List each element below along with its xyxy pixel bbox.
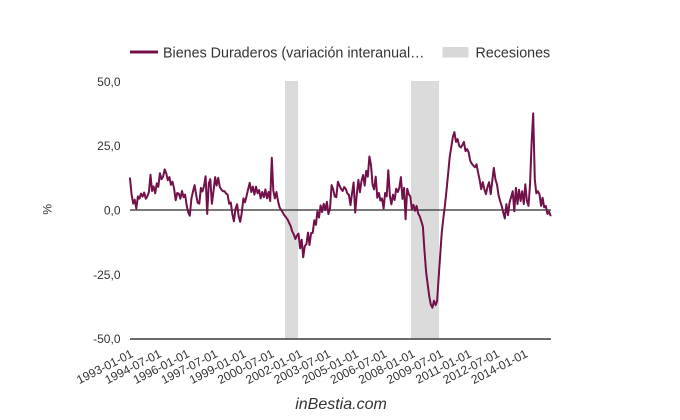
svg-text:Bienes Duraderos (variación in: Bienes Duraderos (variación interanual… [163,46,424,62]
svg-text:25,0: 25,0 [97,139,121,153]
svg-text:50,0: 50,0 [97,75,121,89]
svg-text:0,0: 0,0 [104,204,121,218]
svg-text:inBestia.com: inBestia.com [295,396,387,413]
svg-text:-50,0: -50,0 [93,332,121,346]
svg-text:-25,0: -25,0 [93,268,121,282]
svg-text:Recesiones: Recesiones [476,46,551,62]
svg-text:%: % [41,204,55,215]
